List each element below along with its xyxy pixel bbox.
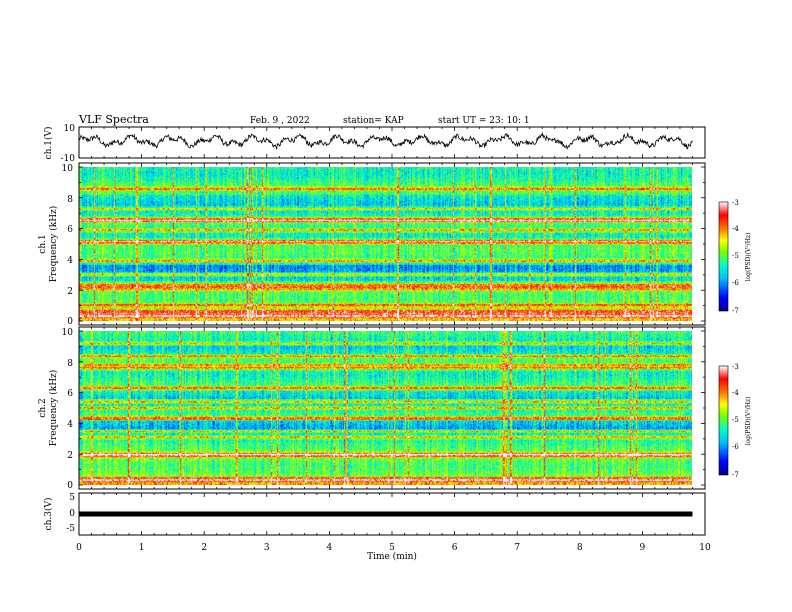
start-time-label: start UT = 23: 10: 1 (438, 116, 530, 126)
xtick-8: 8 (577, 543, 583, 553)
ch2-freq-tick-2: 2 (67, 451, 73, 461)
ch2-freq-label: Frequency (kHz) (48, 370, 59, 447)
ch2-freq-tick-0: 0 (67, 481, 73, 491)
ch1-spectrogram-heatmap (79, 167, 692, 321)
date-label: Feb. 9 , 2022 (250, 116, 310, 126)
axis-tick-marks (78, 127, 706, 535)
ch2-cb-tick-5: -5 (732, 416, 739, 424)
xtick-4: 4 (327, 543, 333, 553)
xtick-10: 10 (699, 543, 711, 553)
ch1-freq-label: Frequency (kHz) (48, 206, 59, 283)
ch1-waveform-line (78, 131, 693, 151)
ch1-cb-tick-5: -5 (732, 252, 739, 260)
xtick-2: 2 (201, 543, 207, 553)
ch2-cb-tick-4: -4 (732, 389, 739, 397)
ch2-spectrogram-heatmap (79, 331, 692, 485)
ch1-ytick-top: 10 (64, 124, 76, 134)
ch1-cb-tick-7: -7 (732, 307, 739, 315)
ch2-freq-tick-8: 8 (67, 359, 73, 369)
ch1-colorbar: -3 -4 -5 -6 -7 log(PSD)(V²/Hz) (718, 199, 752, 315)
ch1-colorbar-scale (718, 201, 729, 312)
ch2-spectrogram-panel: 0 2 4 6 8 10 ch.2 Frequency (kHz) (38, 326, 706, 491)
ch2-spectrogram-yticks: 0 2 4 6 8 10 (62, 328, 74, 491)
ch3-voltage-panel: 5 0 -5 ch.3(V) (43, 492, 706, 536)
x-axis-label: Time (min) (367, 551, 417, 562)
ch2-cb-tick-3: -3 (732, 363, 739, 371)
ch3-ylabel: ch.3(V) (43, 498, 54, 531)
ch2-freq-tick-6: 6 (67, 389, 73, 399)
xtick-9: 9 (640, 543, 646, 553)
ch1-waveform-panel: 10 -10 ch.1(V) (43, 124, 706, 164)
ch1-freq-tick-2: 2 (67, 287, 73, 297)
ch1-spectrogram-yticks: 0 2 4 6 8 10 (62, 164, 74, 327)
ch2-colorbar-scale (718, 365, 729, 476)
ch1-cb-tick-3: -3 (732, 199, 739, 207)
ch1-spectrogram-panel: 0 2 4 6 8 10 ch.1 Frequency (kHz) (38, 162, 706, 327)
figure-title: VLF Spectra (78, 113, 149, 126)
ch2-colorbar: -3 -4 -5 -6 -7 log(PSD)(V²/Hz) (718, 363, 752, 479)
xtick-0: 0 (76, 543, 82, 553)
ch2-cb-tick-7: -7 (732, 471, 739, 479)
ch2-cb-tick-6: -6 (732, 443, 739, 451)
xtick-3: 3 (264, 543, 270, 553)
ch1-freq-tick-10: 10 (62, 164, 74, 174)
ch1-cb-tick-4: -4 (732, 225, 739, 233)
ch3-ytick-neg5: -5 (66, 524, 75, 534)
xtick-6: 6 (452, 543, 458, 553)
ch1-freq-tick-8: 8 (67, 195, 73, 205)
xtick-7: 7 (514, 543, 520, 553)
ch2-freq-tick-10: 10 (62, 328, 74, 338)
ch2-colorbar-label: log(PSD)(V²/Hz) (745, 397, 752, 446)
ch2-freq-tick-4: 4 (67, 420, 73, 430)
ch3-ytick-5: 5 (69, 493, 75, 503)
x-axis: 0 1 2 3 4 5 6 7 8 9 10 Time (min) (76, 543, 711, 562)
ch1-ylabel: ch.1(V) (43, 127, 54, 160)
ch1-freq-tick-6: 6 (67, 225, 73, 235)
xtick-5: 5 (389, 543, 395, 553)
xtick-1: 1 (139, 543, 145, 553)
ch2-channel-label: ch.2 (38, 398, 48, 417)
ch1-waveform-series (78, 131, 693, 151)
ch1-freq-tick-4: 4 (67, 256, 73, 266)
station-label: station= KAP (343, 116, 404, 126)
ch1-freq-tick-0: 0 (67, 317, 73, 327)
ch1-cb-tick-6: -6 (732, 279, 739, 287)
ch1-colorbar-label: log(PSD)(V²/Hz) (745, 233, 752, 282)
ch1-channel-label: ch.1 (38, 234, 48, 253)
ch3-ytick-0: 0 (69, 509, 75, 519)
ch1-ytick-bottom: -10 (61, 154, 76, 164)
